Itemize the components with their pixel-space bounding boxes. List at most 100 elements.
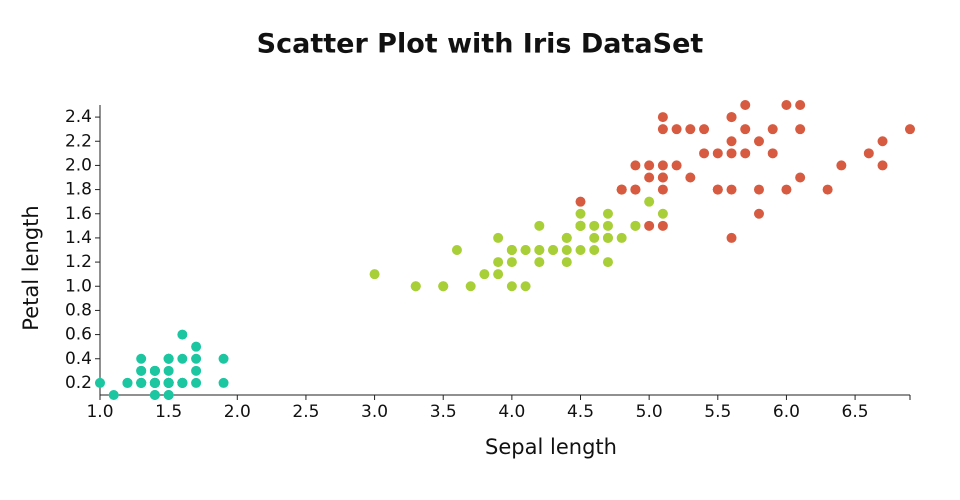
point xyxy=(548,245,559,255)
point xyxy=(905,124,915,135)
point xyxy=(191,377,202,388)
point xyxy=(520,245,531,255)
point xyxy=(726,136,737,147)
point xyxy=(616,184,627,195)
point xyxy=(561,245,572,255)
x-tick-label: 2.5 xyxy=(292,402,319,422)
y-tick-label: 0.6 xyxy=(65,325,92,345)
point xyxy=(657,208,668,219)
point xyxy=(657,112,668,123)
point xyxy=(163,377,174,388)
point xyxy=(149,377,160,388)
y-tick-label: 1.6 xyxy=(65,204,92,224)
point xyxy=(479,269,490,280)
point xyxy=(163,390,174,400)
point xyxy=(218,353,229,364)
point xyxy=(740,100,751,110)
point xyxy=(795,100,806,110)
point xyxy=(136,365,147,376)
y-axis-label: Petal length xyxy=(19,205,43,330)
point xyxy=(671,124,682,135)
point xyxy=(506,281,517,292)
x-tick-label: 6.5 xyxy=(842,402,869,422)
point xyxy=(136,377,147,388)
point xyxy=(630,184,641,195)
point xyxy=(561,257,572,268)
y-tick-label: 1.0 xyxy=(65,276,92,296)
x-tick-label: 4.0 xyxy=(498,402,525,422)
point xyxy=(493,269,504,280)
x-tick-label: 3.0 xyxy=(361,402,388,422)
x-tick-label: 6.0 xyxy=(773,402,800,422)
point xyxy=(451,245,462,255)
point xyxy=(589,245,600,255)
y-tick-label: 2.4 xyxy=(65,107,92,127)
point xyxy=(410,281,421,292)
point xyxy=(575,208,586,219)
point xyxy=(657,160,668,171)
point xyxy=(602,220,613,231)
point xyxy=(218,377,229,388)
point xyxy=(822,184,833,195)
point xyxy=(561,232,572,243)
point xyxy=(520,281,531,292)
point xyxy=(644,220,655,231)
point xyxy=(602,232,613,243)
point xyxy=(644,196,655,207)
point xyxy=(781,100,792,110)
point xyxy=(369,269,380,280)
point xyxy=(177,329,188,340)
x-tick-label: 1.0 xyxy=(86,402,113,422)
point xyxy=(149,365,160,376)
point xyxy=(685,124,696,135)
point xyxy=(589,220,600,231)
point xyxy=(644,172,655,183)
point xyxy=(191,353,202,364)
point xyxy=(177,377,188,388)
point xyxy=(534,220,545,231)
point xyxy=(767,124,778,135)
y-tick-label: 0.2 xyxy=(65,373,92,393)
y-tick-label: 2.2 xyxy=(65,131,92,151)
point xyxy=(753,208,764,219)
point xyxy=(685,172,696,183)
point xyxy=(699,124,710,135)
point xyxy=(136,353,147,364)
x-tick-label: 4.5 xyxy=(567,402,594,422)
x-tick-label: 2.0 xyxy=(224,402,251,422)
point xyxy=(191,365,202,376)
point xyxy=(644,160,655,171)
point xyxy=(534,245,545,255)
point xyxy=(863,148,874,159)
point xyxy=(493,257,504,268)
y-tick-label: 2.0 xyxy=(65,155,92,175)
point xyxy=(630,160,641,171)
point xyxy=(726,112,737,123)
point xyxy=(506,245,517,255)
x-tick-label: 3.5 xyxy=(430,402,457,422)
point xyxy=(108,390,119,400)
point xyxy=(877,136,888,147)
y-tick-label: 1.2 xyxy=(65,252,92,272)
point xyxy=(753,136,764,147)
point xyxy=(712,184,723,195)
point xyxy=(493,232,504,243)
point xyxy=(575,196,586,207)
point xyxy=(163,353,174,364)
point xyxy=(767,148,778,159)
point xyxy=(795,172,806,183)
point xyxy=(657,172,668,183)
point xyxy=(836,160,847,171)
point xyxy=(671,160,682,171)
point xyxy=(602,257,613,268)
point xyxy=(575,245,586,255)
x-tick-label: 5.5 xyxy=(704,402,731,422)
x-axis-label: Sepal length xyxy=(485,435,617,459)
point xyxy=(795,124,806,135)
x-tick-label: 5.0 xyxy=(636,402,663,422)
point xyxy=(149,390,160,400)
point xyxy=(726,148,737,159)
chart-title: Scatter Plot with Iris DataSet xyxy=(257,29,704,60)
point xyxy=(740,124,751,135)
